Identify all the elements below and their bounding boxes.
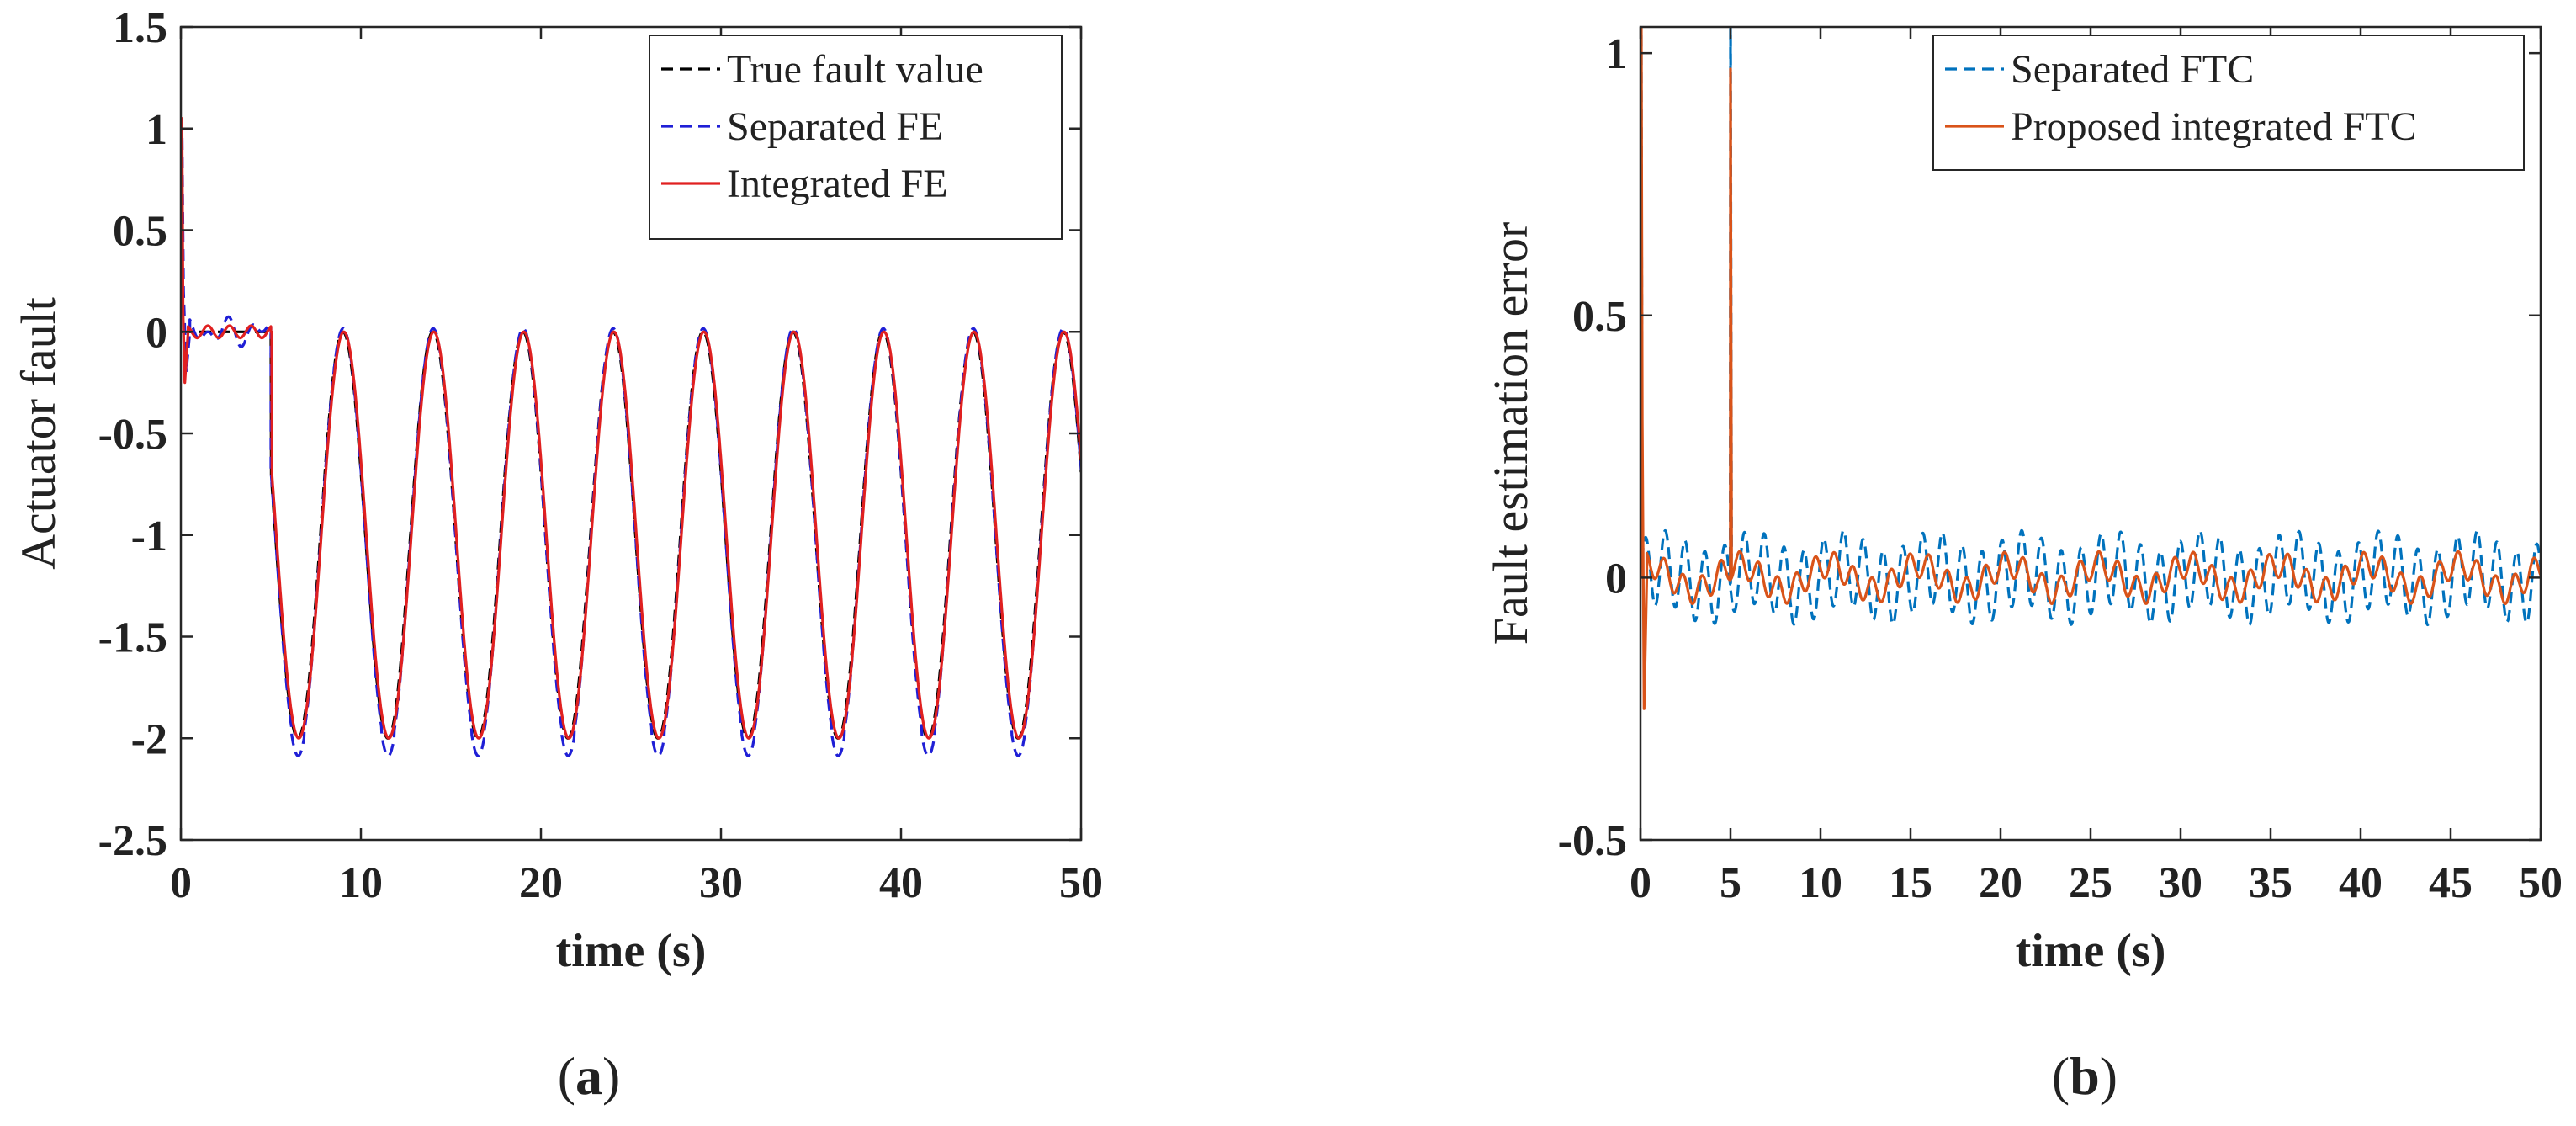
y-tick-label: -2.5 <box>98 817 167 865</box>
x-tick-label: 0 <box>1630 859 1651 907</box>
legend-entry: True fault value <box>727 47 983 92</box>
series-line-proposed-integrated-ftc <box>1640 27 2541 710</box>
legend-entry: Separated FE <box>727 104 943 149</box>
y-tick-label: 1 <box>1605 30 1627 78</box>
y-tick-label: 0 <box>146 309 167 357</box>
y-tick-label: -0.5 <box>1558 817 1627 865</box>
legend-entry: Separated FTC <box>2011 47 2254 92</box>
y-tick-label: -0.5 <box>98 411 167 459</box>
y-tick-label: -1.5 <box>98 614 167 662</box>
legend: Separated FTC Proposed integrated FTC <box>1932 35 2525 171</box>
x-tick-label: 0 <box>170 859 192 907</box>
plot-area <box>181 117 1081 757</box>
x-tick-label: 45 <box>2429 859 2473 907</box>
x-tick-label: 10 <box>339 859 383 907</box>
x-axis-label: time (s) <box>2016 925 2166 977</box>
legend-box <box>649 35 1063 240</box>
legend-entry: Proposed integrated FTC <box>2011 104 2417 149</box>
x-tick-label: 50 <box>1059 859 1103 907</box>
x-tick-label: 15 <box>1889 859 1932 907</box>
x-tick-label: 40 <box>2339 859 2383 907</box>
x-tick-label: 20 <box>519 859 563 907</box>
legend-entry: Integrated FE <box>727 162 948 206</box>
x-tick-label: 35 <box>2249 859 2292 907</box>
y-tick-label: 0.5 <box>113 208 167 256</box>
series-line-true-fault-value <box>181 330 1081 740</box>
series-line-separated-ftc <box>1640 27 2541 627</box>
x-tick-label: 20 <box>1979 859 2022 907</box>
series-line-integrated-fe <box>181 117 1081 740</box>
panel-a: 0 10 20 30 40 50 -2.5 -2 -1.5 -1 -0.5 0 0.5 1 1.5 time … <box>11 4 1103 1106</box>
legend-box <box>1932 35 2525 171</box>
x-tick-label: 25 <box>2069 859 2112 907</box>
y-tick-label: -1 <box>131 513 167 560</box>
x-tick-label: 5 <box>1720 859 1741 907</box>
y-tick-label: -2 <box>131 715 167 763</box>
panel-caption: (b) <box>2052 1046 2118 1106</box>
y-axis-label: Fault estimation error <box>1483 222 1538 645</box>
panel-caption: (a) <box>558 1046 621 1106</box>
y-tick-label: 0.5 <box>1572 293 1627 341</box>
x-tick-label: 30 <box>2159 859 2202 907</box>
y-tick-label: 0 <box>1605 555 1627 603</box>
plot-area <box>1640 27 2541 710</box>
y-axis-label: Actuator fault <box>11 297 66 570</box>
x-tick-label: 30 <box>699 859 743 907</box>
x-tick-label: 10 <box>1799 859 1842 907</box>
y-tick-label: 1.5 <box>113 4 167 52</box>
x-tick-label: 50 <box>2519 859 2563 907</box>
legend: True fault value Separated FE Integrated F… <box>649 35 1063 240</box>
x-tick-label: 40 <box>879 859 923 907</box>
x-axis-label: time (s) <box>556 925 707 977</box>
y-tick-label: 1 <box>146 106 167 154</box>
